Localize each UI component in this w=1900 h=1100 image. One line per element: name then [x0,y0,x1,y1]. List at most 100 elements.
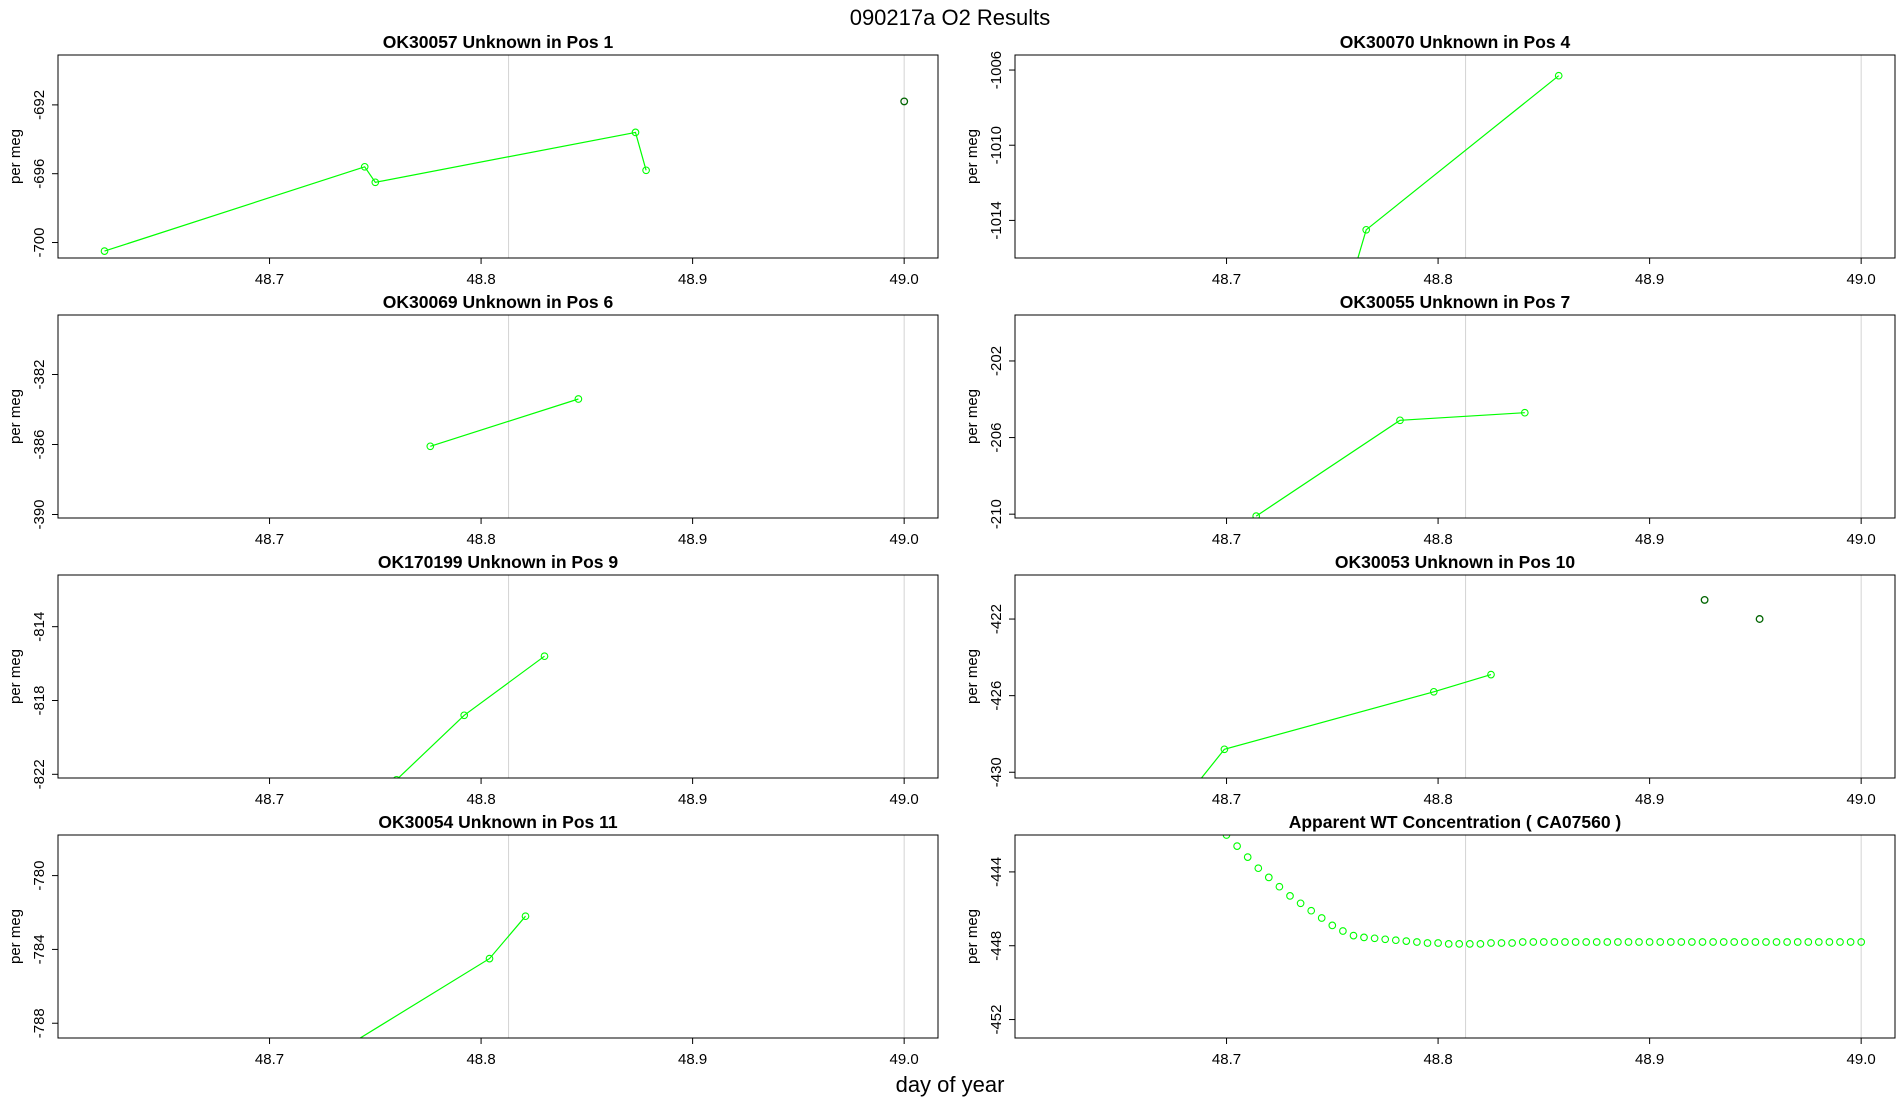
data-point [1339,927,1347,935]
panel-title: OK30069 Unknown in Pos 6 [383,292,614,312]
data-point [1444,940,1453,948]
y-tick-label: -448 [988,931,1005,961]
x-tick-label: 48.8 [1423,791,1452,808]
y-tick-label: -692 [31,90,48,120]
data-point [1381,935,1390,944]
y-tick-label: -426 [988,681,1005,711]
data-point [1751,938,1760,946]
x-tick-label: 48.9 [678,271,707,288]
panel-title: Apparent WT Concentration ( CA07560 ) [1289,812,1622,832]
plot-frame [1014,314,1896,519]
y-tick-label: -202 [988,346,1005,376]
data-point [540,652,549,661]
x-tick-label: 48.8 [1423,1051,1452,1068]
y-tick-label: -452 [988,1005,1005,1035]
data-point [1402,937,1411,945]
x-tick-label: 49.0 [1847,271,1876,288]
data-point [1252,512,1261,518]
data-point [1275,882,1284,891]
x-tick-label: 48.9 [678,1051,707,1068]
x-tick-label: 48.8 [1423,271,1452,288]
plot-frame [57,314,939,519]
plot-area [1222,835,1866,948]
x-tick-label: 48.8 [466,531,495,548]
y-tick-label: -696 [31,159,48,189]
data-point [1783,938,1791,946]
panel-6: OK30053 Unknown in Pos 10 48.7 48.8 48.9 49.… [964,552,1896,808]
data-point [393,775,400,778]
plot-area [353,912,530,1038]
data-point [1740,938,1749,946]
data-point [1624,938,1633,946]
data-point [642,166,650,175]
data-point [1520,408,1529,417]
y-axis-label: per meg [964,389,981,444]
data-point [1688,938,1696,946]
data-point [1677,938,1686,946]
data-point [1286,892,1294,900]
plot-area [393,652,549,778]
y-axis-label: per meg [964,649,981,704]
y-tick-label: -780 [31,861,48,891]
plot-frame [1014,54,1896,259]
x-tick-label: 48.7 [255,531,284,548]
highlight-point [1755,615,1764,623]
y-tick-label: -382 [31,359,48,389]
data-point [1550,938,1559,946]
x-tick-label: 48.7 [255,1051,284,1068]
data-point [426,442,435,451]
data-point [1709,938,1717,946]
x-tick-label: 48.7 [255,271,284,288]
data-point [460,711,469,720]
y-tick-label: -206 [988,423,1005,453]
data-point [1396,416,1404,425]
data-point [1539,938,1548,946]
y-tick-label: -210 [988,499,1005,529]
data-point [1603,938,1612,946]
y-axis-label: per meg [7,389,24,444]
highlight-point [1700,595,1709,604]
y-tick-label: -814 [31,612,48,642]
data-point [1487,939,1495,947]
x-tick-label: 48.9 [1635,531,1664,548]
data-point [1362,225,1371,234]
data-point [1429,687,1438,696]
panel-title: OK30055 Unknown in Pos 7 [1340,292,1570,312]
data-point [1497,939,1506,947]
data-point [353,1037,356,1038]
panel-5: OK170199 Unknown in Pos 9 48.7 48.8 48.9 49.… [7,552,939,808]
y-tick-label: -1006 [988,51,1005,89]
x-tick-label: 49.0 [890,1051,919,1068]
plot-frame [1014,574,1896,779]
x-tick-label: 48.8 [466,1051,495,1068]
panel-1: OK30057 Unknown in Pos 1 48.7 48.8 48.9 49.0… [7,32,939,288]
data-point [100,247,109,255]
data-point [631,128,640,137]
panel-4: OK30055 Unknown in Pos 7 48.7 48.8 48.9 49.0… [964,292,1896,548]
data-point [1391,936,1400,945]
x-tick-label: 49.0 [890,271,919,288]
data-point [1825,938,1834,946]
series-line [397,655,545,778]
data-point [1254,864,1263,873]
x-tick-label: 48.7 [1212,1051,1241,1068]
x-tick-label: 48.9 [1635,271,1664,288]
data-point [1698,938,1707,946]
y-tick-label: -386 [31,429,48,459]
data-point [485,954,494,963]
y-tick-label: -784 [31,934,48,964]
data-point [1582,938,1591,946]
y-tick-label: -700 [31,228,48,258]
data-point [1360,933,1368,942]
y-tick-label: -430 [988,757,1005,787]
x-tick-label: 48.8 [466,271,495,288]
x-tick-label: 48.7 [1212,271,1241,288]
x-tick-label: 49.0 [890,791,919,808]
y-axis-label: per meg [964,909,981,964]
data-point [1508,939,1516,947]
x-tick-label: 48.7 [255,791,284,808]
series-line [430,398,579,447]
plot-area [1200,595,1764,778]
data-point [1846,938,1855,946]
